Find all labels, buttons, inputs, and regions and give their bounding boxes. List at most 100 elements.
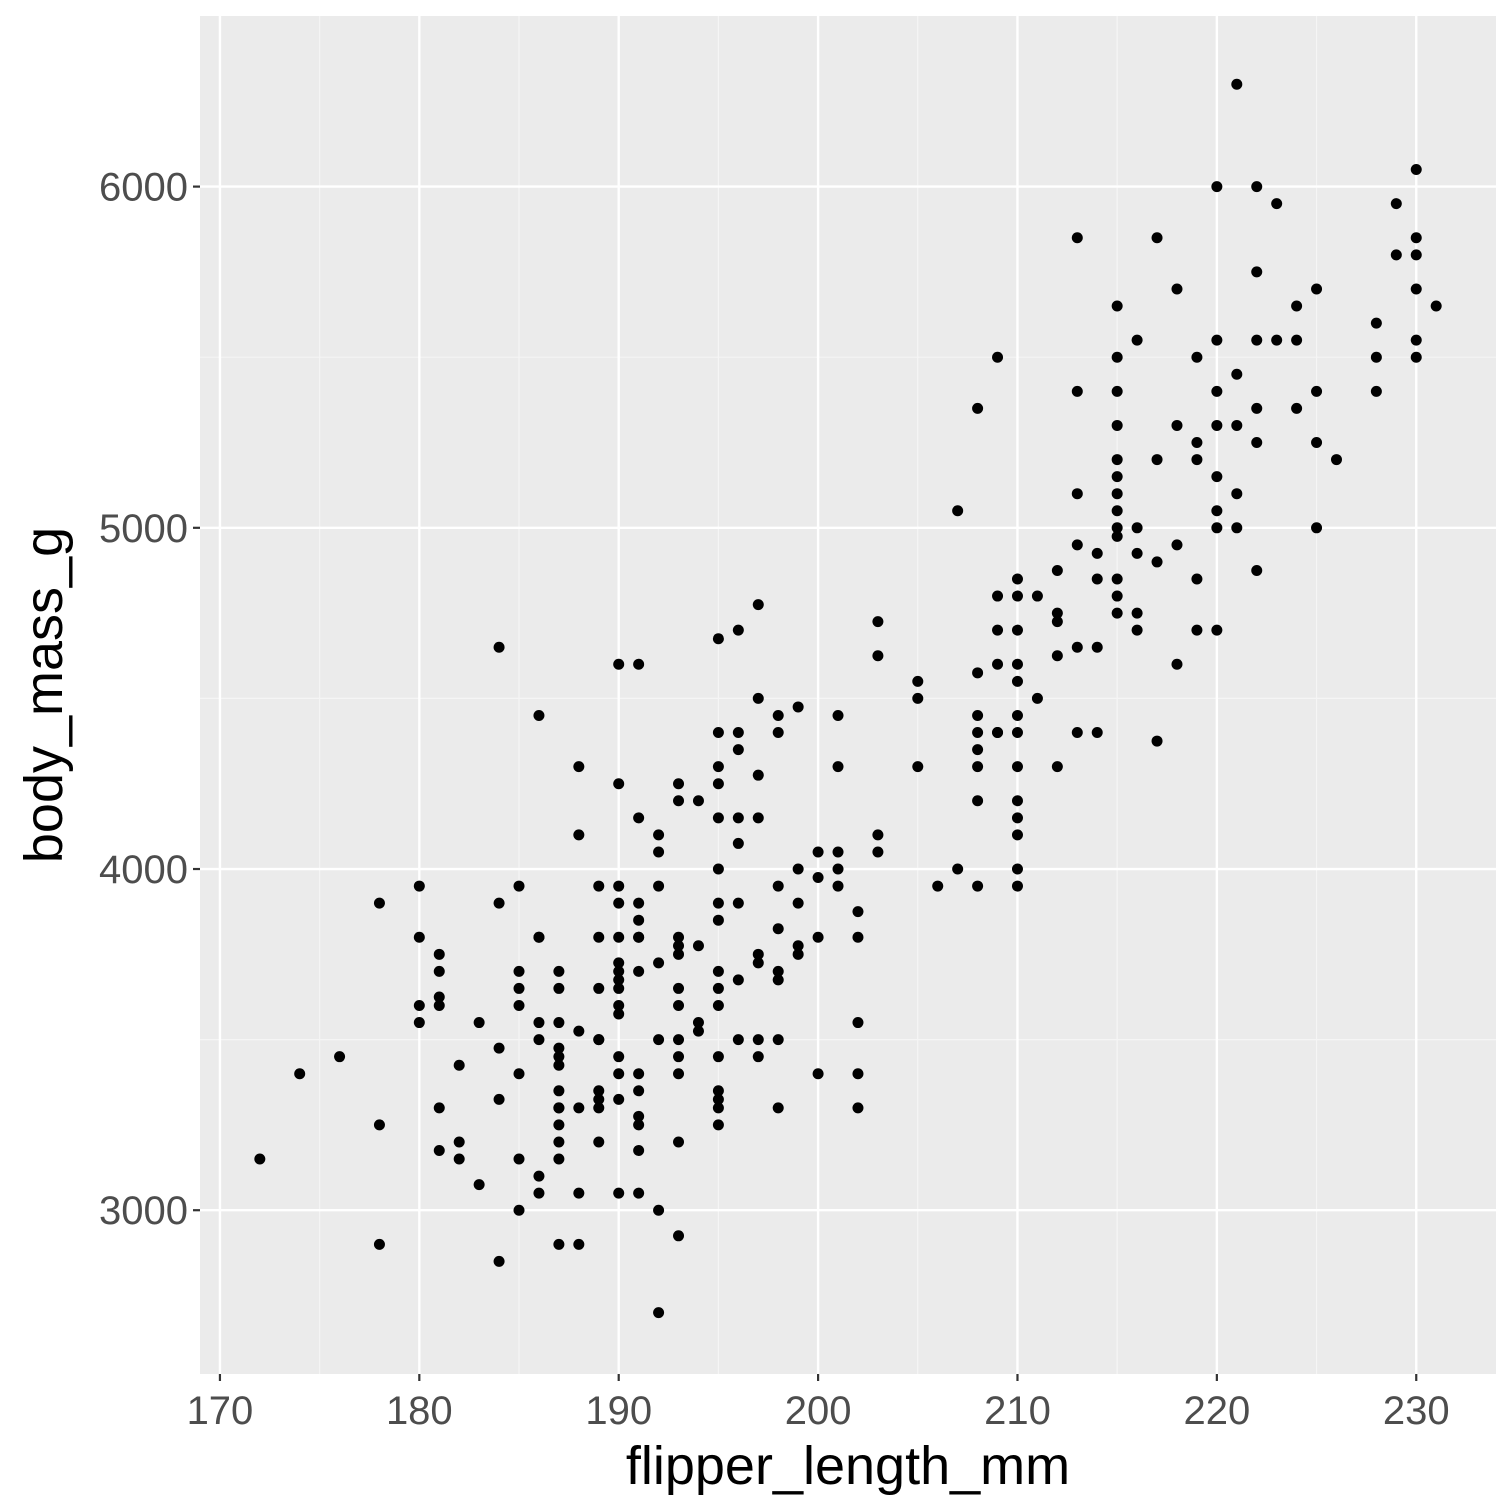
data-point [752, 1034, 764, 1046]
data-point [673, 1051, 685, 1063]
data-point [1071, 232, 1083, 244]
data-point [712, 1119, 724, 1131]
data-point [812, 1068, 824, 1080]
data-point [1390, 198, 1402, 210]
data-point [593, 982, 605, 994]
data-point [972, 761, 984, 773]
data-point [633, 1187, 645, 1199]
data-point [1430, 300, 1442, 312]
data-point [653, 957, 665, 969]
data-point [752, 599, 764, 611]
data-point [712, 1102, 724, 1114]
data-point [1251, 402, 1263, 414]
data-point [613, 974, 625, 986]
y-tick-label: 4000 [99, 848, 188, 892]
data-point [1410, 283, 1422, 295]
data-point [1071, 641, 1083, 653]
data-point [533, 709, 545, 721]
data-point [593, 1085, 605, 1097]
data-point [633, 1085, 645, 1097]
data-point [493, 1042, 505, 1054]
data-point [912, 692, 924, 704]
data-point [1111, 573, 1123, 585]
data-point [712, 1051, 724, 1063]
data-point [1011, 863, 1023, 875]
data-point [1410, 351, 1422, 363]
data-point [633, 1068, 645, 1080]
data-point [513, 1204, 525, 1216]
data-point [1191, 351, 1203, 363]
data-point [1171, 283, 1183, 295]
data-point [533, 1034, 545, 1046]
data-point [932, 880, 944, 892]
data-point [852, 906, 864, 918]
data-point [832, 846, 844, 858]
data-point [633, 1145, 645, 1157]
data-point [433, 991, 445, 1003]
data-point [992, 590, 1004, 602]
data-point [772, 709, 784, 721]
data-point [812, 846, 824, 858]
data-point [1231, 78, 1243, 90]
data-point [553, 965, 565, 977]
data-point [413, 999, 425, 1011]
data-point [1131, 624, 1143, 636]
data-point [254, 1153, 266, 1165]
data-point [373, 1119, 385, 1131]
y-axis: 3000 4000 5000 6000 [99, 166, 200, 1233]
data-point [1410, 249, 1422, 261]
data-point [673, 1068, 685, 1080]
data-point [1231, 419, 1243, 431]
data-point [1151, 454, 1163, 466]
data-point [334, 1051, 346, 1063]
data-point [752, 957, 764, 969]
data-point [613, 931, 625, 943]
data-point [653, 1204, 665, 1216]
data-point [553, 982, 565, 994]
data-point [613, 880, 625, 892]
data-point [732, 624, 744, 636]
data-point [792, 940, 804, 952]
x-tick-label: 200 [785, 1389, 852, 1433]
data-point [413, 931, 425, 943]
data-point [732, 812, 744, 824]
data-point [593, 931, 605, 943]
data-point [613, 957, 625, 969]
data-point [593, 1034, 605, 1046]
data-point [772, 923, 784, 935]
data-point [692, 1017, 704, 1029]
data-point [1151, 556, 1163, 568]
data-point [1091, 573, 1103, 585]
data-point [613, 1008, 625, 1020]
data-point [1251, 266, 1263, 278]
data-point [613, 1051, 625, 1063]
data-point [1171, 419, 1183, 431]
data-point [1390, 249, 1402, 261]
data-point [972, 880, 984, 892]
data-point [1171, 539, 1183, 551]
data-point [433, 999, 445, 1011]
data-point [553, 1153, 565, 1165]
data-point [1311, 437, 1323, 449]
data-point [593, 1136, 605, 1148]
y-tick-label: 5000 [99, 507, 188, 551]
data-point [1271, 334, 1283, 346]
data-point [613, 658, 625, 670]
data-point [633, 1110, 645, 1122]
data-point [1071, 727, 1083, 739]
data-point [433, 965, 445, 977]
data-point [513, 1068, 525, 1080]
data-point [553, 1042, 565, 1054]
data-point [992, 624, 1004, 636]
data-point [712, 982, 724, 994]
data-point [1011, 675, 1023, 687]
data-point [1231, 488, 1243, 500]
data-point [1211, 385, 1223, 397]
data-point [712, 965, 724, 977]
data-point [553, 1136, 565, 1148]
data-point [453, 1136, 465, 1148]
data-point [1291, 402, 1303, 414]
data-point [852, 1068, 864, 1080]
data-point [653, 829, 665, 841]
